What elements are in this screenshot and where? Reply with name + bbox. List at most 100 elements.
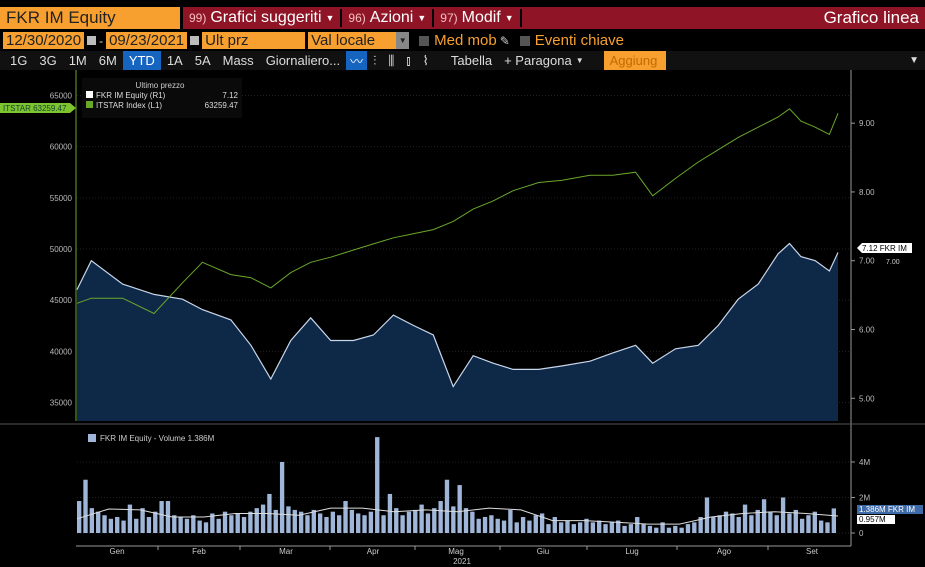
volume-bar bbox=[419, 504, 424, 533]
volume-bar bbox=[704, 497, 710, 533]
volume-bar bbox=[533, 515, 538, 533]
volume-bar bbox=[413, 509, 418, 533]
left-axis-tick: 55000 bbox=[50, 194, 73, 203]
volume-bar bbox=[831, 508, 836, 533]
volume-bar bbox=[755, 509, 760, 533]
calendar-icon[interactable] bbox=[87, 36, 97, 45]
volume-bar bbox=[311, 509, 316, 533]
period-5a[interactable]: 5A bbox=[194, 53, 211, 68]
volume-bar bbox=[520, 517, 526, 533]
volume-bar bbox=[260, 504, 266, 533]
volume-legend: FKR IM Equity - Volume 1.386M bbox=[100, 434, 215, 443]
volume-bar bbox=[539, 513, 545, 533]
volume-bar bbox=[121, 520, 126, 533]
ohlc-bar-icon[interactable]: ⫶ bbox=[373, 52, 377, 68]
volume-bar bbox=[812, 511, 817, 533]
volume-bar bbox=[165, 501, 171, 533]
month-label: Set bbox=[806, 547, 819, 556]
volume-bar bbox=[349, 509, 355, 533]
moving-avg-checkbox[interactable] bbox=[419, 35, 430, 46]
month-label: Ago bbox=[717, 547, 732, 556]
period-max[interactable]: Mass bbox=[222, 53, 254, 68]
volume-bar bbox=[825, 522, 830, 533]
compare-label: + Paragona bbox=[504, 53, 572, 68]
calendar-icon[interactable] bbox=[190, 36, 200, 45]
hlc-bar-icon[interactable]: ⌇ bbox=[422, 52, 429, 68]
period-1a[interactable]: 1A bbox=[166, 53, 183, 68]
volume-bar bbox=[806, 515, 811, 533]
compare-button[interactable]: + Paragona ▼ bbox=[498, 51, 590, 70]
price-field-select[interactable]: Ult prz bbox=[202, 32, 306, 49]
left-axis-tick: 65000 bbox=[50, 91, 73, 100]
volume-bar bbox=[254, 508, 259, 533]
volume-axis-tick: 2M bbox=[859, 493, 870, 502]
menu-suggested-charts[interactable]: 99) Grafici suggeriti ▼ bbox=[183, 9, 340, 27]
frequency-select[interactable]: Giornaliero... bbox=[265, 53, 341, 68]
volume-bar bbox=[216, 518, 221, 533]
period-1m[interactable]: 1M bbox=[68, 53, 87, 68]
key-events-checkbox[interactable] bbox=[519, 35, 530, 46]
volume-bar bbox=[527, 520, 532, 533]
volume-bar bbox=[698, 517, 703, 533]
add-button[interactable]: Aggiung bbox=[603, 51, 666, 70]
caret-down-icon[interactable]: ▼ bbox=[396, 32, 410, 49]
volume-bar bbox=[248, 511, 253, 533]
menu-number: 96) bbox=[348, 11, 366, 25]
volume-bar bbox=[184, 518, 190, 533]
volume-bar bbox=[635, 517, 640, 533]
period-6m[interactable]: 6M bbox=[98, 53, 117, 68]
month-label: Mag bbox=[448, 547, 464, 556]
volume-bar bbox=[235, 513, 240, 533]
volume-bar bbox=[324, 517, 329, 533]
month-label: Lug bbox=[625, 547, 638, 556]
month-label: Giu bbox=[537, 547, 549, 556]
volume-bar bbox=[654, 527, 659, 533]
volume-bar bbox=[577, 522, 583, 533]
volume-bar bbox=[489, 515, 494, 533]
key-events-label: Eventi chiave bbox=[534, 32, 624, 49]
left-axis-tick: 60000 bbox=[50, 143, 73, 152]
volume-bar bbox=[571, 524, 576, 533]
table-button[interactable]: Tabella bbox=[450, 53, 493, 68]
volume-bar bbox=[343, 501, 348, 533]
caret-down-icon: ▼ bbox=[325, 13, 335, 23]
volume-bar bbox=[457, 485, 462, 533]
right-tag-sub: 7.00 bbox=[886, 259, 900, 266]
legend-swatch-itstar bbox=[86, 101, 93, 108]
volume-bar bbox=[140, 508, 145, 533]
volume-bar bbox=[356, 513, 361, 533]
volume-bar bbox=[597, 520, 602, 533]
currency-select[interactable]: Val locale bbox=[308, 32, 397, 49]
menu-edit[interactable]: 97) Modif ▼ bbox=[432, 9, 522, 27]
candlestick-icon[interactable]: ⫼ bbox=[388, 52, 395, 68]
price-panel bbox=[76, 108, 839, 421]
end-date-field[interactable]: 09/23/2021 bbox=[106, 32, 188, 49]
pencil-icon[interactable]: ✎ bbox=[499, 33, 510, 48]
volume-bar bbox=[305, 515, 310, 533]
chart-type-label: Grafico linea bbox=[823, 8, 919, 27]
ticker-field[interactable]: FKR IM Equity bbox=[0, 7, 180, 29]
volume-bar bbox=[666, 527, 672, 533]
line-chart-icon[interactable]: 〰 bbox=[346, 51, 368, 70]
caret-down-icon: ▼ bbox=[504, 13, 514, 23]
volume-bar bbox=[685, 524, 691, 533]
volume-bar bbox=[476, 518, 481, 533]
volume-bar bbox=[172, 515, 177, 533]
start-date-field[interactable]: 12/30/2020 bbox=[3, 32, 85, 49]
chart-canvas[interactable]: 65000 60000 55000 50000 45000 40000 35000 9.00 8… bbox=[0, 70, 925, 567]
expand-menu-icon[interactable]: ▼ bbox=[909, 55, 919, 66]
menu-actions[interactable]: 96) Azioni ▼ bbox=[340, 9, 432, 27]
volume-bar bbox=[102, 515, 107, 533]
period-3g[interactable]: 3G bbox=[39, 53, 57, 68]
period-1g[interactable]: 1G bbox=[10, 53, 28, 68]
volume-bar bbox=[660, 522, 665, 533]
period-ytd[interactable]: YTD bbox=[122, 51, 161, 70]
volume-bar bbox=[432, 508, 437, 533]
volume-bar bbox=[514, 522, 519, 533]
legend-value-itstar: 63259.47 bbox=[205, 101, 239, 110]
legend-name-fkr: FKR IM Equity (R1) bbox=[96, 91, 166, 100]
volume-bar bbox=[641, 524, 646, 533]
left-axis-tick: 45000 bbox=[50, 296, 73, 305]
candle-filled-icon[interactable]: ⫾ bbox=[406, 52, 411, 68]
volume-bar bbox=[768, 511, 773, 533]
